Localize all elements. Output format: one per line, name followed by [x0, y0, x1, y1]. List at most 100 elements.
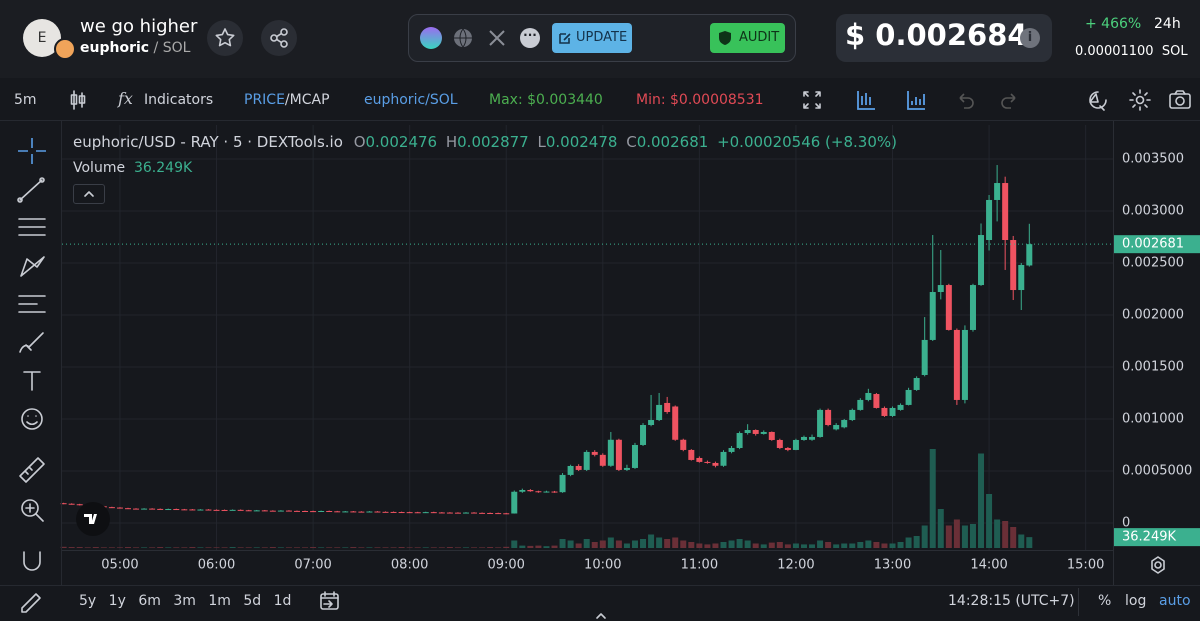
candle-body [712, 462, 719, 466]
lock-tool[interactable] [21, 593, 41, 613]
interval[interactable]: 5m [14, 92, 37, 108]
range-1y[interactable]: 1y [108, 593, 126, 609]
candle-body [422, 512, 429, 514]
ruler-tool[interactable] [19, 457, 45, 483]
legend-change: +0.00020546 (+8.30%) [717, 133, 897, 151]
candle-body [165, 509, 172, 511]
chart-type-icon[interactable] [68, 88, 88, 112]
volume-bar [60, 546, 67, 548]
volume-bar [961, 525, 968, 548]
mcap-toggle[interactable]: /MCAP [284, 92, 330, 108]
volume-bar [100, 547, 107, 548]
range-1m[interactable]: 1m [208, 593, 231, 609]
range-3m[interactable]: 3m [173, 593, 196, 609]
pair-base: euphoric [80, 40, 150, 56]
low-value: 0.002478 [545, 133, 618, 151]
volume-bar [575, 543, 582, 548]
candle-body [809, 436, 816, 440]
volume-bar [197, 547, 204, 548]
volume-bar [454, 547, 461, 548]
settings-icon[interactable] [1135, 95, 1145, 105]
x-tick-label: 11:00 [681, 558, 718, 573]
candle-body [994, 183, 1001, 200]
range-5y[interactable]: 5y [79, 593, 97, 609]
volume-bar [841, 543, 848, 548]
volume-bar [108, 547, 115, 548]
volume-bar [141, 547, 148, 548]
magnet-tool[interactable] [23, 551, 41, 571]
undo-icon[interactable] [959, 93, 974, 109]
price-mcap[interactable]: PRICE/MCAP [244, 92, 330, 108]
crosshair-tool[interactable] [18, 138, 46, 164]
price-sol-value: 0.00001100 [1075, 44, 1154, 59]
volume-bar [302, 547, 309, 548]
footer-divider [0, 585, 1200, 586]
volume-bar [1026, 537, 1033, 548]
fx-icon[interactable]: fx [118, 89, 133, 108]
volume-bar [165, 547, 172, 548]
emoji-tool[interactable] [21, 408, 43, 430]
candle-body [430, 512, 437, 514]
text-tool[interactable] [23, 371, 41, 391]
pattern-tool[interactable] [20, 256, 45, 277]
expand-arrow[interactable] [594, 610, 608, 621]
volume-bar [929, 449, 936, 548]
camera-icon[interactable] [1169, 93, 1191, 109]
fullscreen-icon[interactable] [803, 91, 821, 109]
collapse-button[interactable] [73, 184, 105, 204]
candle-body [583, 451, 590, 470]
alert-icon[interactable] [1089, 91, 1107, 111]
candle-body [181, 509, 188, 511]
tradingview-logo[interactable] [76, 502, 110, 536]
axis-settings-icon[interactable] [1148, 555, 1168, 575]
update-button[interactable]: UPDATE [552, 23, 632, 53]
volume-bar [285, 547, 292, 548]
x-icon[interactable] [487, 28, 507, 48]
volume-bar [406, 547, 413, 548]
lines-tool[interactable] [18, 218, 46, 236]
trend-line-tool[interactable] [19, 179, 43, 201]
candle-body [189, 509, 196, 511]
range-1d[interactable]: 1d [273, 593, 292, 609]
brush-tool[interactable] [19, 332, 44, 353]
pair-toggle[interactable]: euphoric/SOL [364, 92, 458, 108]
candle-body [792, 439, 799, 450]
audit-label: AUDIT [739, 30, 780, 45]
more-icon[interactable]: ··· [520, 28, 540, 48]
audit-button[interactable]: AUDIT [710, 23, 785, 53]
volume-bar [310, 547, 317, 548]
volume-bar [422, 547, 429, 548]
candle-body [511, 491, 518, 514]
range-6m[interactable]: 6m [138, 593, 161, 609]
website-icon[interactable] [452, 27, 474, 49]
volume-bar [978, 453, 985, 548]
goto-date-icon[interactable] [318, 590, 342, 612]
update-label: UPDATE [576, 30, 628, 45]
toolbar-divider [0, 120, 1200, 121]
price-toggle[interactable]: PRICE [244, 92, 285, 108]
solana-icon[interactable] [420, 27, 442, 49]
redo-icon[interactable] [1001, 93, 1016, 109]
log-toggle[interactable]: log [1125, 593, 1147, 609]
volume-bar [591, 542, 598, 548]
favorite-button[interactable] [207, 20, 243, 56]
zoom-tool[interactable] [21, 499, 39, 517]
candle-body [293, 510, 300, 512]
high-key: H [445, 133, 458, 151]
volume-bar [800, 544, 807, 548]
share-button[interactable] [261, 20, 297, 56]
candle-body [744, 429, 751, 434]
percent-toggle[interactable]: % [1098, 593, 1112, 609]
auto-toggle[interactable]: auto [1159, 593, 1191, 609]
range-5d[interactable]: 5d [243, 593, 262, 609]
compare-icon[interactable] [857, 91, 875, 110]
volume-icon[interactable] [907, 91, 925, 110]
candle-body [302, 511, 309, 513]
fib-tool[interactable] [18, 295, 46, 313]
indicators[interactable]: Indicators [144, 92, 214, 108]
volume-bar [382, 547, 389, 548]
info-icon[interactable]: i [1020, 28, 1040, 48]
volume-bar [189, 547, 196, 548]
volume-bar [430, 547, 437, 548]
candle-body [438, 512, 445, 514]
